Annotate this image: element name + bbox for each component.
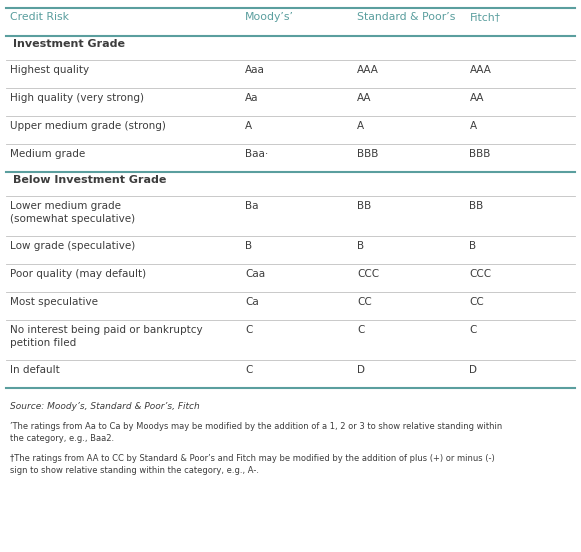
Text: Fitch†: Fitch† (469, 12, 500, 22)
Text: High quality (very strong): High quality (very strong) (10, 93, 145, 103)
Text: C: C (469, 325, 477, 335)
Text: C: C (357, 325, 365, 335)
Text: Ba: Ba (245, 201, 259, 211)
Text: Poor quality (may default): Poor quality (may default) (10, 269, 146, 279)
Text: BB: BB (469, 201, 484, 211)
Text: Most speculative: Most speculative (10, 297, 98, 307)
Text: BBB: BBB (357, 149, 379, 159)
Text: In default: In default (10, 365, 60, 375)
Text: A: A (469, 121, 476, 131)
Text: Baa·: Baa· (245, 149, 268, 159)
Text: ’The ratings from Aa to Ca by Moodys may be modified by the addition of a 1, 2 o: ’The ratings from Aa to Ca by Moodys may… (10, 422, 503, 443)
Text: Investment Grade: Investment Grade (13, 39, 125, 49)
Text: Credit Risk: Credit Risk (10, 12, 70, 22)
Text: BBB: BBB (469, 149, 491, 159)
Text: Caa: Caa (245, 269, 266, 279)
Text: Below Investment Grade: Below Investment Grade (13, 175, 167, 185)
Text: C: C (245, 365, 253, 375)
Text: Moody’s’: Moody’s’ (245, 12, 294, 22)
Text: AA: AA (357, 93, 372, 103)
Text: B: B (245, 241, 252, 251)
Text: D: D (469, 365, 478, 375)
Text: AA: AA (469, 93, 484, 103)
Text: Highest quality: Highest quality (10, 65, 89, 75)
Text: Low grade (speculative): Low grade (speculative) (10, 241, 136, 251)
Text: Source: Moody’s, Standard & Poor’s, Fitch: Source: Moody’s, Standard & Poor’s, Fitc… (10, 402, 200, 411)
Text: Ca: Ca (245, 297, 259, 307)
Text: CCC: CCC (469, 269, 492, 279)
Text: Lower medium grade
(somewhat speculative): Lower medium grade (somewhat speculative… (10, 201, 135, 224)
Text: CC: CC (469, 297, 484, 307)
Text: No interest being paid or bankruptcy
petition filed: No interest being paid or bankruptcy pet… (10, 325, 203, 348)
Text: Aa: Aa (245, 93, 259, 103)
Text: A: A (245, 121, 252, 131)
Text: AAA: AAA (469, 65, 492, 75)
Text: CCC: CCC (357, 269, 379, 279)
Text: Medium grade: Medium grade (10, 149, 86, 159)
Text: A: A (357, 121, 364, 131)
Text: C: C (245, 325, 253, 335)
Text: Aaa: Aaa (245, 65, 265, 75)
Text: CC: CC (357, 297, 372, 307)
Text: Standard & Poor’s: Standard & Poor’s (357, 12, 456, 22)
Text: AAA: AAA (357, 65, 379, 75)
Text: B: B (469, 241, 476, 251)
Text: †The ratings from AA to CC by Standard & Poor’s and Fitch may be modified by the: †The ratings from AA to CC by Standard &… (10, 454, 495, 475)
Text: B: B (357, 241, 364, 251)
Text: BB: BB (357, 201, 372, 211)
Text: Upper medium grade (strong): Upper medium grade (strong) (10, 121, 166, 131)
Text: D: D (357, 365, 365, 375)
